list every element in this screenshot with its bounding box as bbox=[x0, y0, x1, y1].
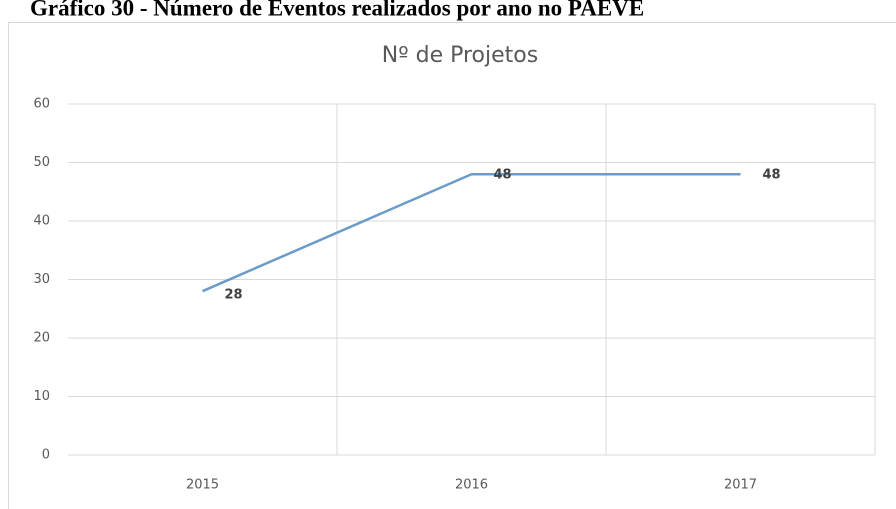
y-tick-label: 60 bbox=[33, 97, 50, 112]
data-label: 48 bbox=[494, 168, 512, 183]
chart-title: Nº de Projetos bbox=[382, 43, 538, 68]
x-tick-label: 2016 bbox=[455, 478, 488, 493]
x-tick-label: 2015 bbox=[186, 478, 219, 493]
chart-frame bbox=[8, 22, 896, 509]
y-tick-label: 10 bbox=[33, 389, 50, 404]
y-tick-label: 30 bbox=[33, 272, 50, 287]
y-tick-label: 20 bbox=[33, 331, 50, 346]
data-label: 48 bbox=[763, 168, 781, 183]
line bbox=[202, 172, 741, 293]
caption: Gráfico 30 - Número de Eventos realizado… bbox=[30, 0, 644, 20]
y-tick-label: 0 bbox=[42, 448, 50, 463]
y-tick-label: 50 bbox=[33, 155, 50, 170]
x-tick-label: 2017 bbox=[724, 478, 757, 493]
data-label: 28 bbox=[225, 288, 243, 303]
y-tick-label: 40 bbox=[33, 214, 50, 229]
